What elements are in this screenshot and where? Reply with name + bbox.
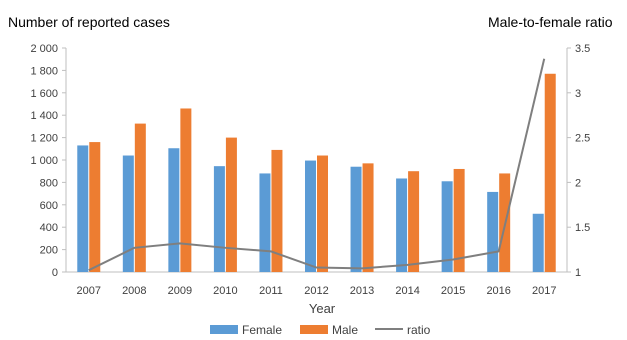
left-tick-label: 800 bbox=[40, 177, 58, 189]
x-tick-label: 2010 bbox=[213, 285, 237, 297]
right-tick-label: 1 bbox=[575, 267, 581, 279]
bar-female bbox=[396, 178, 408, 272]
ratio-line bbox=[88, 58, 546, 272]
left-tick-label: 1 800 bbox=[30, 65, 58, 77]
bar-female bbox=[441, 181, 453, 272]
left-tick-label: 600 bbox=[40, 200, 58, 212]
right-axis-title: Male-to-female ratio bbox=[488, 14, 613, 30]
bar-male bbox=[408, 171, 420, 272]
bar-female bbox=[122, 155, 134, 272]
bar-female bbox=[305, 160, 316, 272]
legend-swatch-male bbox=[300, 325, 328, 334]
left-tick-label: 1 400 bbox=[30, 110, 58, 122]
right-tick-label: 3 bbox=[575, 88, 581, 100]
x-tick-label: 2017 bbox=[532, 285, 556, 297]
left-tick-label: 400 bbox=[40, 222, 58, 234]
legend-label-ratio: ratio bbox=[407, 323, 431, 337]
bar-male bbox=[89, 142, 101, 272]
left-tick-label: 1 000 bbox=[30, 155, 58, 167]
x-tick-label: 2013 bbox=[350, 285, 374, 297]
right-tick-label: 3.5 bbox=[575, 43, 590, 55]
bar-female bbox=[213, 166, 225, 272]
bar-female bbox=[168, 148, 180, 272]
left-tick-label: 1 600 bbox=[30, 88, 58, 100]
x-tick-label: 2015 bbox=[441, 285, 465, 297]
bar-male bbox=[317, 155, 328, 272]
right-tick-label: 2 bbox=[575, 177, 581, 189]
bar-female bbox=[259, 173, 271, 272]
x-tick-label: 2012 bbox=[304, 285, 328, 297]
bar-male bbox=[225, 137, 237, 272]
legend-label-female: Female bbox=[242, 323, 282, 337]
x-tick-label: 2007 bbox=[77, 285, 101, 297]
bar-male bbox=[180, 108, 192, 272]
right-tick-label: 2.5 bbox=[575, 133, 590, 145]
left-tick-label: 2 000 bbox=[30, 43, 58, 55]
right-tick-label: 1.5 bbox=[575, 222, 590, 234]
left-tick-label: 0 bbox=[52, 267, 58, 279]
x-tick-label: 2014 bbox=[395, 285, 419, 297]
left-tick-label: 1 200 bbox=[30, 133, 58, 145]
x-axis-title: Year bbox=[309, 301, 336, 316]
bar-female bbox=[350, 166, 362, 272]
left-tick-label: 200 bbox=[40, 245, 58, 257]
legend-label-male: Male bbox=[332, 323, 358, 337]
bar-male bbox=[271, 149, 283, 272]
legend-swatch-female bbox=[210, 325, 238, 334]
x-tick-label: 2011 bbox=[259, 285, 283, 297]
legend: Female Male ratio bbox=[210, 323, 431, 337]
bar-male bbox=[544, 73, 556, 272]
x-tick-label: 2008 bbox=[122, 285, 146, 297]
plot-area: 0 200 400 600 800 1 000 1 200 1 400 1 600 1 800 2 … bbox=[30, 43, 590, 297]
x-tick-label: 2016 bbox=[486, 285, 510, 297]
bar-male bbox=[362, 163, 374, 272]
x-tick-label: 2009 bbox=[168, 285, 192, 297]
bar-female bbox=[487, 191, 499, 272]
left-axis-title: Number of reported cases bbox=[8, 14, 170, 30]
bar-male bbox=[134, 123, 146, 272]
bar-female bbox=[532, 213, 544, 272]
bar-male bbox=[453, 168, 465, 272]
bar-female bbox=[77, 145, 89, 272]
